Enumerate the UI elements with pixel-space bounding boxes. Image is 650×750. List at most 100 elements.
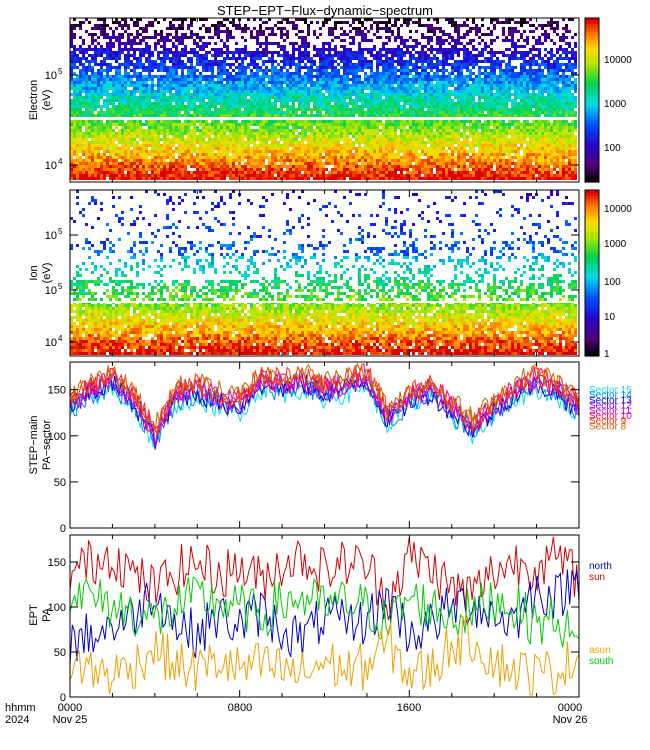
heatmap-cell [133,87,136,90]
heatmap-cell [439,105,442,108]
heatmap-cell [337,96,340,99]
heatmap-cell [379,99,382,102]
heatmap-cell [205,54,208,57]
heatmap-cell [400,54,403,57]
heatmap-cell [487,96,490,99]
heatmap-cell [316,99,319,102]
heatmap-cell [205,129,208,132]
heatmap-cell [238,78,241,81]
heatmap-cell [412,54,415,57]
heatmap-cell [88,99,91,102]
heatmap-cell [157,93,160,96]
heatmap-cell [481,96,484,99]
heatmap-cell [250,99,253,102]
heatmap-cell [181,96,184,99]
heatmap-cell [418,81,421,84]
heatmap-cell [445,51,448,54]
heatmap-cell [217,66,220,69]
heatmap-cell [439,96,442,99]
heatmap-cell [538,66,541,69]
heatmap-cell [106,132,109,135]
heatmap-cell [103,90,106,93]
heatmap-cell [385,75,388,78]
heatmap-cell [391,111,394,114]
heatmap-cell [376,75,379,78]
heatmap-cell [337,69,340,72]
heatmap-cell [298,63,301,66]
heatmap-cell [274,87,277,90]
heatmap-cell [523,99,526,102]
heatmap-cell [169,81,172,84]
heatmap-cell [343,114,346,117]
heatmap-cell [124,48,127,51]
heatmap-cell [508,108,511,111]
heatmap-cell [307,114,310,117]
heatmap-cell [385,72,388,75]
heatmap-cell [334,48,337,51]
heatmap-cell [502,102,505,105]
heatmap-cell [523,45,526,48]
heatmap-cell [445,33,448,36]
heatmap-cell [214,60,217,63]
heatmap-cell [358,99,361,102]
heatmap-cell [562,114,565,117]
heatmap-cell [487,111,490,114]
heatmap-cell [79,132,82,135]
heatmap-cell [250,60,253,63]
heatmap-cell [307,42,310,45]
heatmap-cell [361,87,364,90]
heatmap-cell [316,66,319,69]
heatmap-cell [559,39,562,42]
heatmap-cell [451,39,454,42]
heatmap-cell [340,21,343,24]
heatmap-cell [280,129,283,132]
heatmap-cell [241,63,244,66]
heatmap-cell [202,69,205,72]
heatmap-cell [412,99,415,102]
heatmap-cell [409,57,412,60]
heatmap-cell [91,81,94,84]
heatmap-cell [475,60,478,63]
heatmap-cell [103,114,106,117]
heatmap-cell [178,81,181,84]
heatmap-cell [307,72,310,75]
heatmap-cell [163,42,166,45]
heatmap-cell [361,33,364,36]
heatmap-cell [304,87,307,90]
heatmap-cell [157,96,160,99]
heatmap-cell [505,81,508,84]
heatmap-cell [178,123,181,126]
heatmap-cell [121,84,124,87]
heatmap-cell [145,60,148,63]
heatmap-cell [556,63,559,66]
heatmap-cell [220,102,223,105]
heatmap-cell [415,120,418,123]
heatmap-cell [91,72,94,75]
heatmap-cell [310,84,313,87]
heatmap-cell [562,102,565,105]
heatmap-cell [481,33,484,36]
heatmap-cell [268,93,271,96]
heatmap-cell [130,69,133,72]
heatmap-cell [415,87,418,90]
heatmap-cell [304,39,307,42]
heatmap-cell [565,93,568,96]
heatmap-cell [466,75,469,78]
heatmap-cell [253,63,256,66]
heatmap-cell [292,45,295,48]
heatmap-cell [436,120,439,123]
heatmap-cell [355,63,358,66]
heatmap-cell [496,102,499,105]
heatmap-cell [457,105,460,108]
heatmap-cell [454,60,457,63]
heatmap-cell [505,105,508,108]
heatmap-cell [91,66,94,69]
heatmap-cell [358,51,361,54]
heatmap-cell [112,81,115,84]
heatmap-cell [379,48,382,51]
heatmap-cell [283,45,286,48]
heatmap-cell [190,63,193,66]
heatmap-cell [472,129,475,132]
heatmap-cell [148,93,151,96]
heatmap-cell [298,102,301,105]
